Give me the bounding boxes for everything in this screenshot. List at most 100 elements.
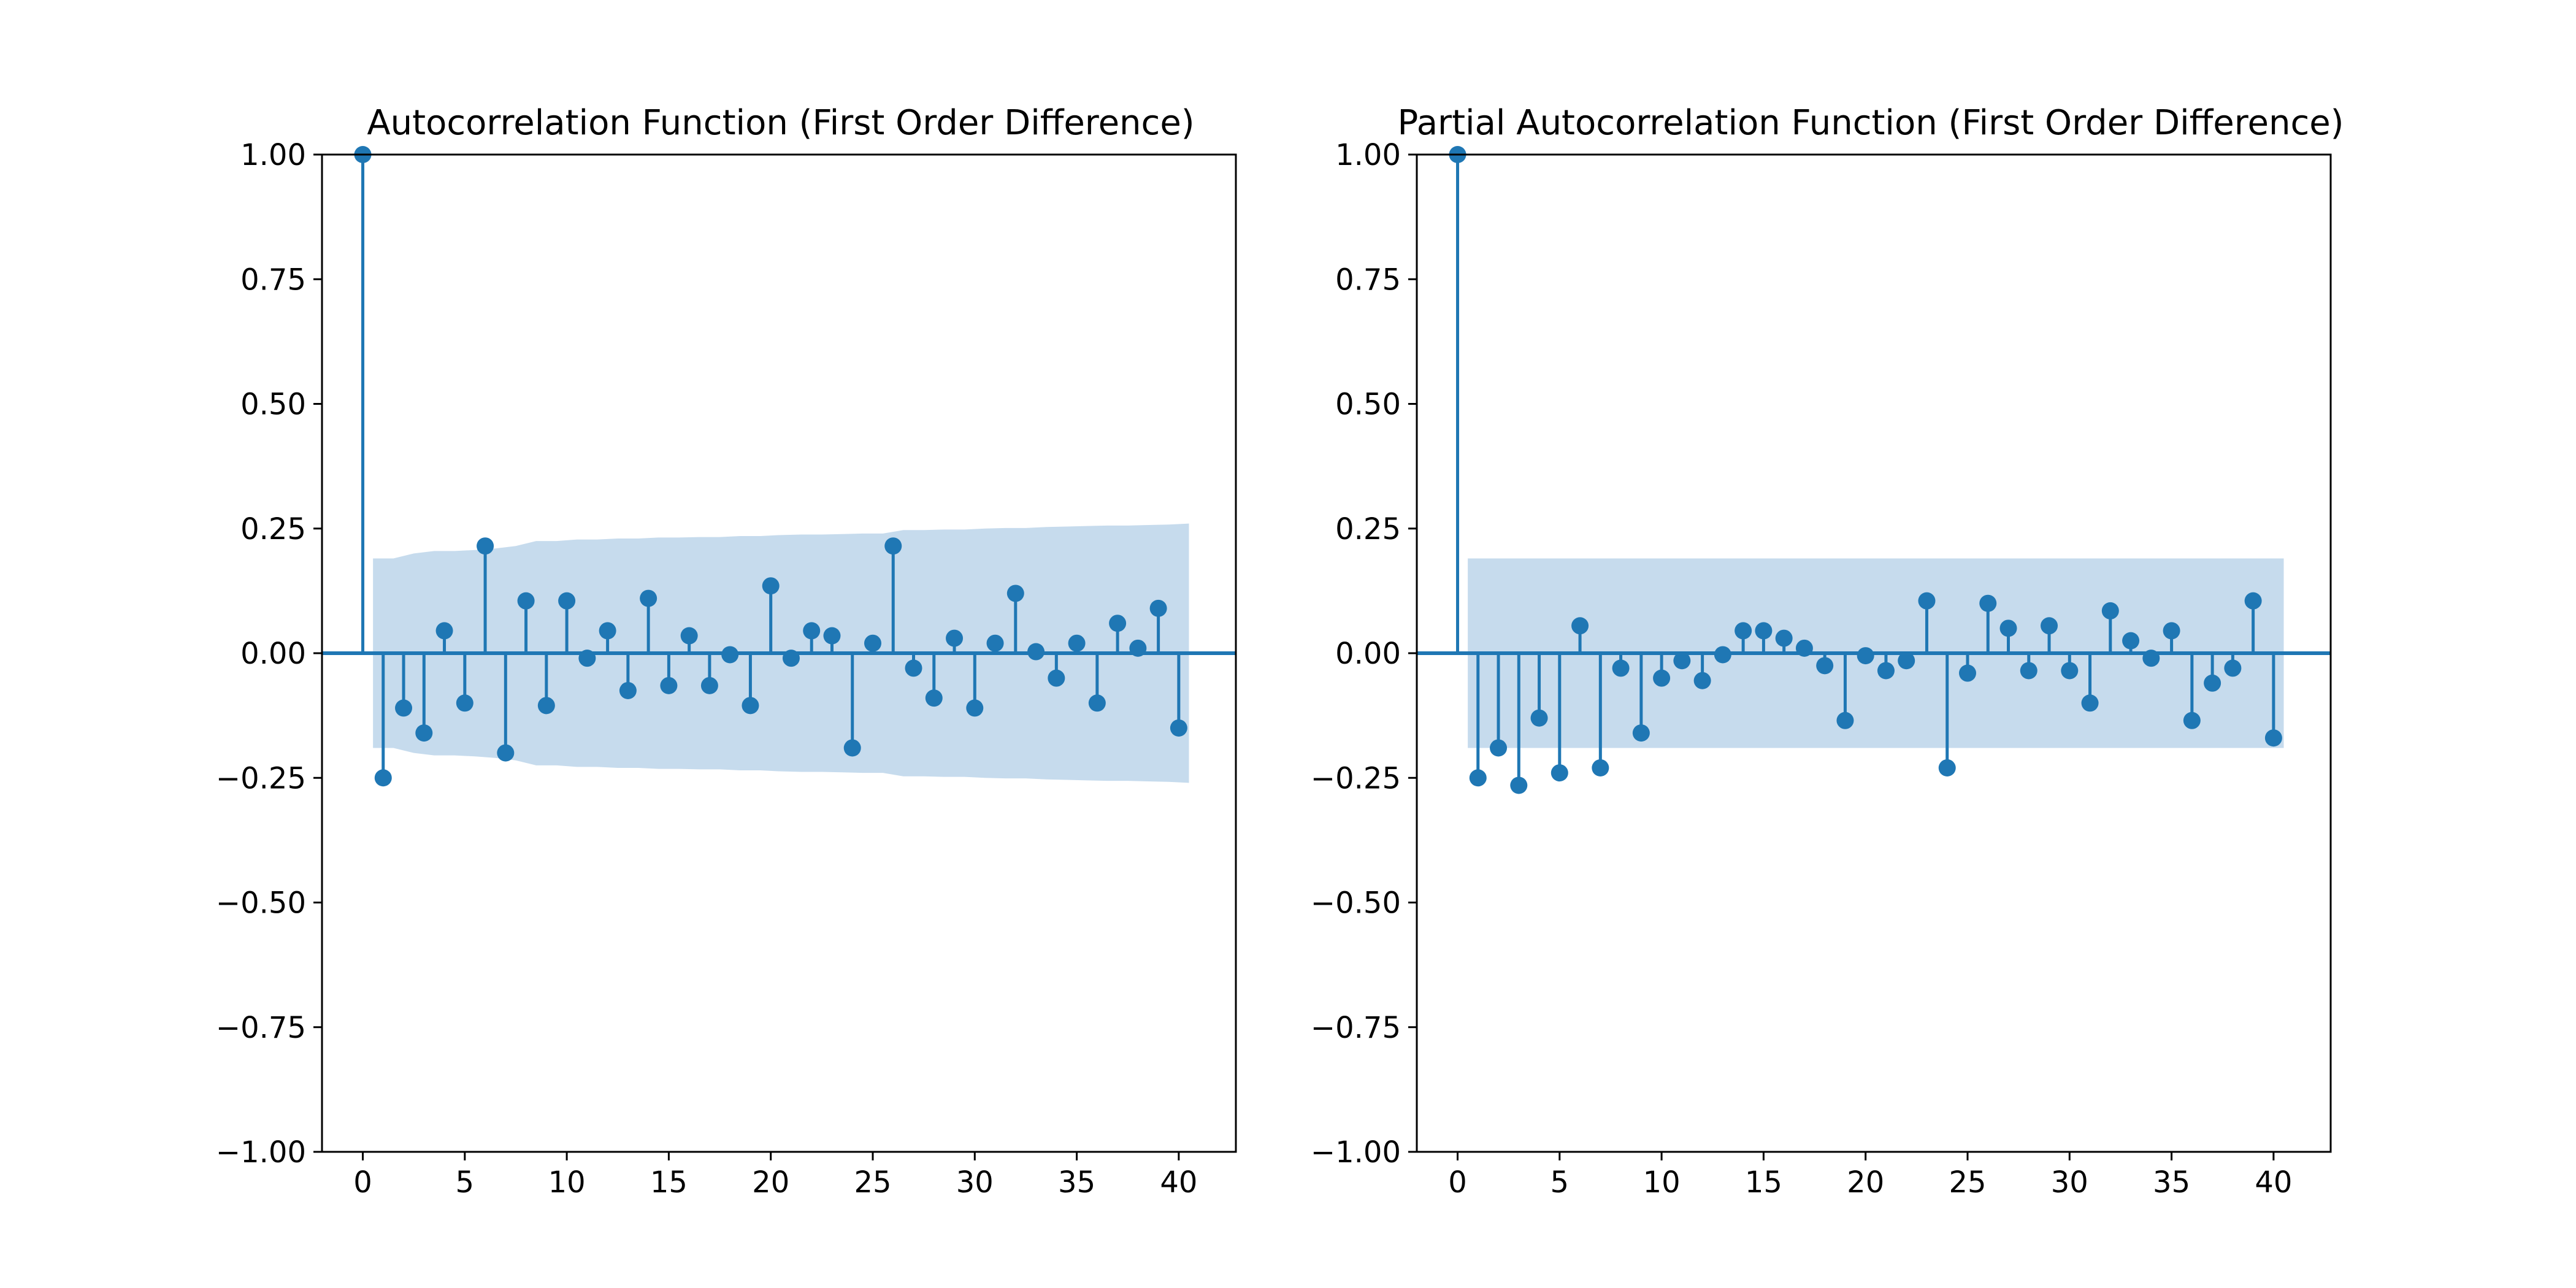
acf-x-ticks: 0 5 10 15 20 25 30 35 40: [353, 1152, 1197, 1200]
pacf-y-tick-label-2: 0.50: [1335, 388, 1401, 422]
pacf-marker-lag-9: [1632, 724, 1650, 742]
pacf-stems-layer: [1417, 146, 2331, 794]
pacf-marker-lag-30: [2061, 662, 2079, 680]
pacf-marker-lag-1: [1469, 769, 1487, 787]
acf-marker-lag-34: [1048, 669, 1065, 687]
acf-axes-frame: [321, 153, 1237, 1153]
pacf-x-tick-label-5: 5: [1551, 1165, 1570, 1200]
acf-marker-lag-10: [558, 592, 576, 610]
pacf-x-tick-label-35: 35: [2153, 1165, 2190, 1200]
pacf-marker-lag-6: [1571, 617, 1589, 635]
pacf-marker-lag-5: [1551, 764, 1568, 782]
acf-x-tick-label-30: 30: [956, 1165, 994, 1200]
pacf-marker-lag-7: [1592, 759, 1609, 776]
pacf-marker-lag-26: [1979, 594, 1997, 612]
acf-marker-lag-23: [823, 627, 841, 645]
pacf-marker-lag-19: [1836, 711, 1854, 729]
pacf-marker-lag-35: [2163, 622, 2180, 640]
pacf-axes-frame: [1416, 153, 2332, 1153]
pacf-marker-lag-24: [1938, 759, 1956, 776]
acf-marker-lag-3: [415, 724, 433, 742]
acf-marker-lag-39: [1149, 599, 1167, 617]
acf-marker-lag-11: [578, 650, 596, 667]
pacf-marker-lag-36: [2183, 711, 2201, 729]
pacf-marker-lag-14: [1735, 622, 1752, 640]
acf-marker-lag-14: [640, 589, 657, 607]
pacf-y-tick-label-6: −0.50: [1311, 886, 1401, 921]
acf-x-tick-label-25: 25: [854, 1165, 891, 1200]
pacf-marker-lag-27: [1999, 619, 2017, 637]
pacf-x-tick-label-20: 20: [1847, 1165, 1884, 1200]
pacf-marker-lag-15: [1755, 622, 1773, 640]
pacf-marker-lag-12: [1693, 672, 1711, 689]
acf-x-tick-label-40: 40: [1160, 1165, 1197, 1200]
acf-marker-lag-21: [782, 650, 800, 667]
acf-y-tick-label-3: 0.25: [240, 512, 306, 546]
pacf-y-tick-label-3: 0.25: [1335, 512, 1401, 546]
acf-marker-lag-16: [680, 627, 698, 645]
pacf-y-tick-label-4: 0.00: [1335, 637, 1401, 671]
pacf-marker-lag-13: [1714, 646, 1731, 664]
pacf-x-tick-label-0: 0: [1448, 1165, 1467, 1200]
pacf-marker-lag-22: [1898, 652, 1915, 670]
acf-marker-lag-29: [946, 629, 964, 647]
acf-marker-lag-24: [843, 739, 861, 757]
acf-marker-lag-27: [905, 659, 922, 677]
acf-y-tick-label-1: 0.75: [240, 263, 306, 297]
acf-marker-lag-18: [721, 646, 739, 664]
acf-marker-lag-2: [395, 699, 413, 717]
acf-marker-lag-7: [497, 744, 515, 762]
acf-y-tick-label-5: −0.25: [216, 761, 306, 795]
acf-marker-lag-8: [517, 592, 535, 610]
acf-y-tick-label-4: 0.00: [240, 637, 306, 671]
pacf-marker-lag-10: [1653, 669, 1671, 687]
acf-marker-lag-20: [762, 577, 780, 595]
acf-y-tick-label-0: 1.00: [240, 138, 306, 172]
acf-marker-lag-22: [803, 622, 821, 640]
acf-y-tick-label-2: 0.50: [240, 388, 306, 422]
pacf-y-tick-label-7: −0.75: [1311, 1011, 1401, 1045]
pacf-y-ticks: 1.00 0.75 0.50 0.25 0.00 −0.25 −0.50 −0.75 −1.00: [1311, 138, 1417, 1170]
pacf-marker-lag-3: [1510, 776, 1528, 794]
pacf-title: Partial Autocorrelation Function (First …: [1397, 103, 2344, 143]
pacf-marker-lag-16: [1775, 629, 1793, 647]
pacf-y-tick-label-0: 1.00: [1335, 138, 1401, 172]
pacf-marker-lag-31: [2081, 694, 2099, 712]
pacf-y-tick-label-1: 0.75: [1335, 263, 1401, 297]
acf-marker-lag-37: [1109, 615, 1127, 632]
acf-marker-lag-33: [1027, 643, 1045, 661]
acf-marker-lag-19: [742, 697, 759, 715]
pacf-marker-lag-29: [2041, 617, 2058, 635]
pacf-marker-lag-2: [1490, 739, 1508, 757]
pacf-x-tick-label-40: 40: [2255, 1165, 2292, 1200]
acf-marker-lag-28: [925, 689, 943, 707]
acf-x-tick-label-15: 15: [650, 1165, 688, 1200]
acf-marker-lag-25: [864, 634, 881, 652]
pacf-marker-lag-17: [1795, 639, 1813, 657]
acf-panel: Autocorrelation Function (First Order Di…: [216, 103, 1237, 1200]
acf-y-tick-label-8: −1.00: [216, 1135, 306, 1170]
acf-marker-lag-12: [599, 622, 616, 640]
acf-marker-lag-40: [1170, 719, 1187, 737]
acf-title: Autocorrelation Function (First Order Di…: [367, 103, 1194, 143]
acf-marker-lag-32: [1006, 585, 1024, 602]
pacf-marker-lag-4: [1530, 709, 1548, 727]
pacf-marker-lag-28: [2020, 662, 2037, 680]
acf-marker-lag-36: [1088, 694, 1106, 712]
acf-marker-lag-1: [374, 769, 392, 787]
acf-marker-lag-6: [477, 537, 494, 555]
pacf-marker-lag-21: [1877, 662, 1895, 680]
acf-x-tick-label-20: 20: [752, 1165, 789, 1200]
pacf-y-tick-label-8: −1.00: [1311, 1135, 1401, 1170]
acf-y-tick-label-7: −0.75: [216, 1011, 306, 1045]
pacf-marker-lag-34: [2142, 650, 2160, 667]
acf-marker-lag-9: [537, 697, 555, 715]
pacf-x-tick-label-30: 30: [2051, 1165, 2088, 1200]
acf-marker-lag-31: [986, 634, 1004, 652]
acf-x-tick-label-0: 0: [353, 1165, 372, 1200]
acf-stems-layer: [322, 146, 1236, 787]
pacf-marker-lag-33: [2122, 632, 2140, 650]
pacf-marker-lag-8: [1612, 659, 1630, 677]
pacf-x-tick-label-25: 25: [1949, 1165, 1986, 1200]
